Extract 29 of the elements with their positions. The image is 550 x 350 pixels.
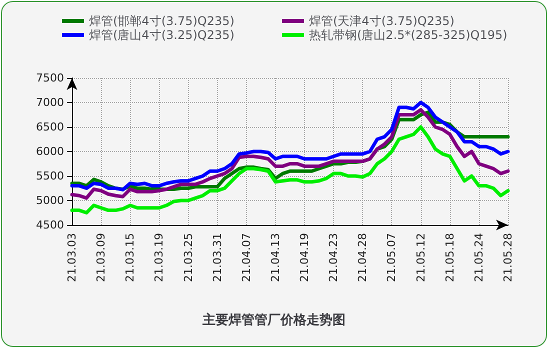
y-tick-label: 6000	[36, 145, 64, 158]
x-tick-label: 21.05.07	[385, 233, 398, 282]
x-tick-label: 21.05.24	[472, 233, 486, 282]
x-tick-label: 21.03.03	[66, 233, 78, 282]
x-tick-label: 21.05.18	[443, 233, 456, 282]
legend-label: 热轧带钢(唐山2.5*(285-325)Q195)	[309, 28, 508, 42]
x-tick-label: 21.03.31	[210, 233, 224, 282]
y-tick-label: 5000	[36, 194, 64, 207]
x-tick-label: 21.03.09	[94, 233, 108, 282]
y-tick-label: 6500	[36, 120, 64, 134]
x-tick-label: 21.04.13	[268, 233, 282, 282]
x-tick-label: 21.04.19	[298, 233, 312, 282]
text: 主要焊管管厂价格走势图	[202, 312, 346, 328]
line-series	[70, 125, 510, 214]
x-tick-label: 21.03.19	[152, 233, 166, 282]
x-tick-label: 21.04.07	[240, 233, 253, 282]
legend-label: 焊管(天津4寸(3.75)Q235)	[309, 14, 454, 28]
x-tick-label: 21.05.28	[502, 233, 514, 282]
x-tick-label: 21.04.28	[356, 233, 370, 282]
x-tick-label: 21.04.23	[327, 233, 340, 282]
legend-label: 焊管(唐山4寸(3.25)Q235)	[89, 28, 234, 42]
y-tick-label: 5500	[36, 170, 64, 182]
x-tick-label: 21.05.12	[414, 233, 428, 282]
legend-label: 焊管(邯郸4寸(3.75)Q235)	[89, 14, 234, 28]
y-tick-label: 7000	[36, 96, 64, 109]
y-tick-label: 4500	[36, 218, 64, 232]
y-tick-label: 7500	[36, 72, 64, 84]
x-tick-label: 21.03.25	[182, 233, 195, 282]
x-tick-label: 21.03.15	[124, 233, 137, 282]
